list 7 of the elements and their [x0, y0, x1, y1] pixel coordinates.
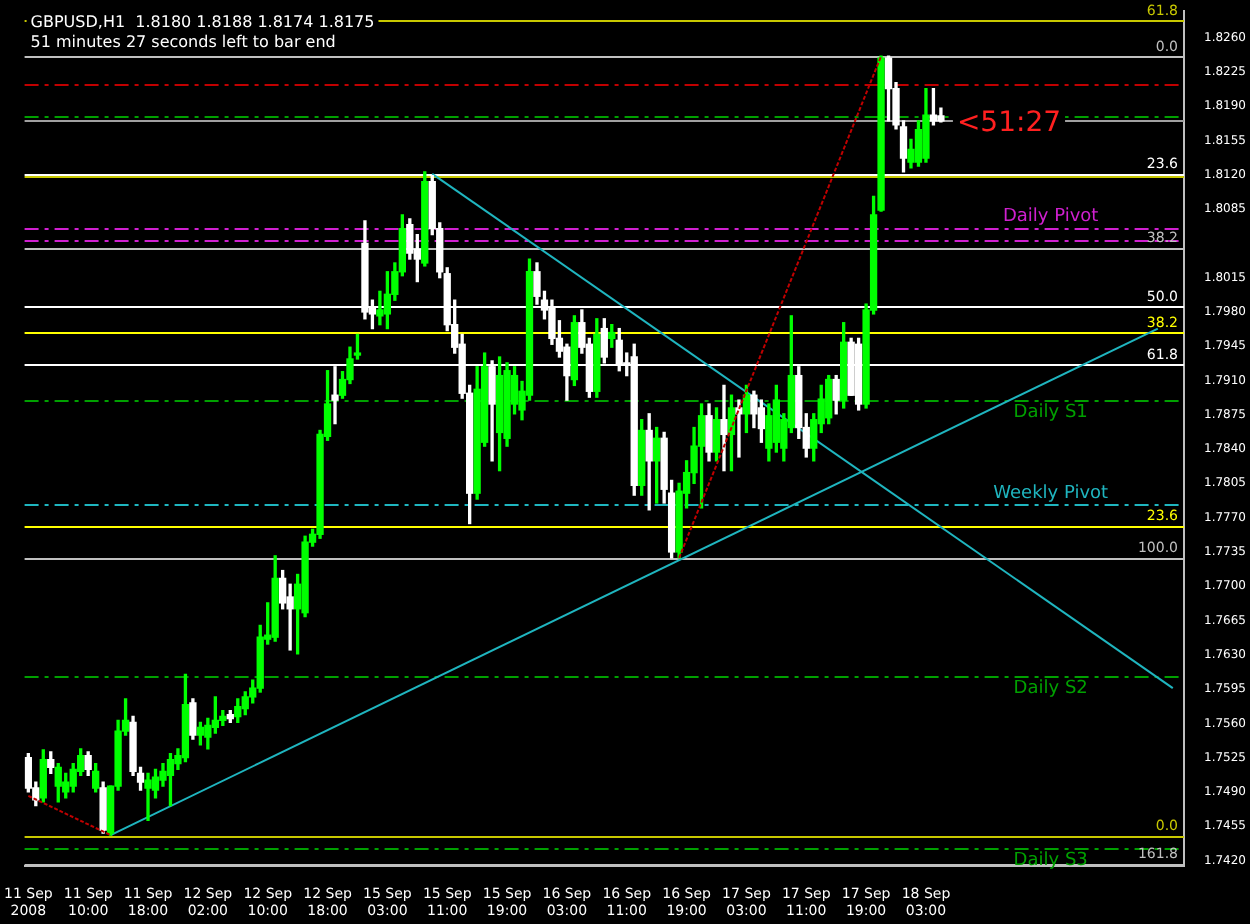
ref-line-label: Daily Pivot [1002, 207, 1100, 228]
chart-title: GBPUSD,H1 1.8180 1.8188 1.8174 1.8175 [30, 13, 375, 32]
ref-line-label: Daily S2 [1013, 679, 1088, 700]
ref-line-label: Daily S1 [1013, 402, 1088, 423]
annotation: <51:27 [956, 107, 1062, 140]
ref-line-label: Weekly Pivot [993, 483, 1110, 504]
text: 51 minutes 27 seconds left to bar end [30, 33, 336, 52]
